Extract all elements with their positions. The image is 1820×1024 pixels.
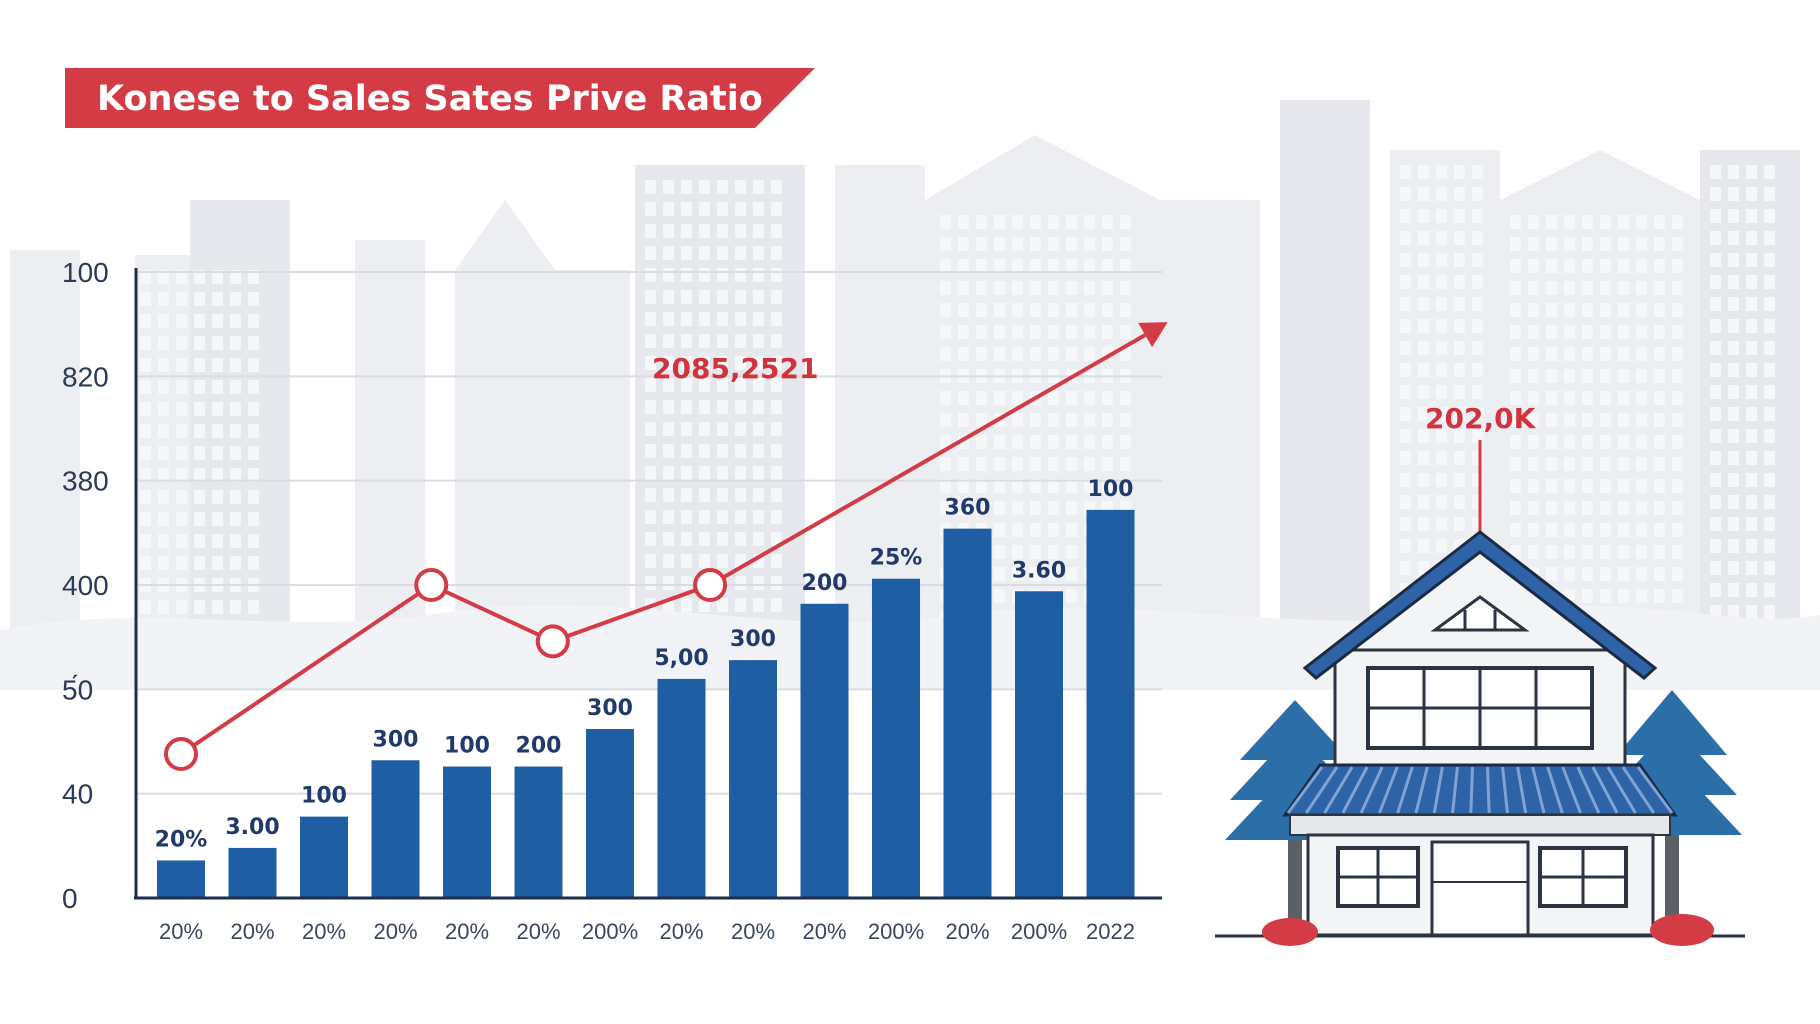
bush-right-icon: [1650, 914, 1714, 946]
x-tick-label: 20%: [302, 919, 346, 944]
chart-title: Konese to Sales Sates Prive Ratio: [97, 79, 763, 119]
data-label: 3.00: [225, 815, 279, 840]
x-tick-label: 200%: [582, 919, 638, 944]
data-label: 20%: [155, 827, 208, 852]
x-tick-label: 20%: [731, 919, 775, 944]
y-tick-label: 40: [62, 779, 93, 810]
y-tick-label: 0: [62, 883, 78, 914]
data-label: 100: [1088, 477, 1134, 502]
bar: [1015, 591, 1063, 898]
bar: [729, 660, 777, 898]
x-tick-label: 20%: [945, 919, 989, 944]
bush-left-icon: [1262, 918, 1318, 946]
data-label: 200: [802, 571, 848, 596]
bar: [157, 860, 205, 898]
bar: [943, 528, 992, 898]
bar: [371, 760, 420, 898]
y-axis-ticks: 0 40 5́0 400 380 820 100: [62, 257, 109, 914]
trend-marker: [535, 624, 570, 659]
door-icon: [1430, 840, 1530, 937]
data-label: 5,00: [654, 646, 708, 671]
title-banner: Konese to Sales Sates Prive Ratio: [65, 68, 815, 128]
bar: [1086, 509, 1135, 898]
trend-arrowhead: [1138, 322, 1168, 348]
data-label: 3.60: [1012, 558, 1066, 583]
trend-marker: [414, 568, 449, 602]
trend-marker: [164, 737, 198, 772]
bar: [443, 766, 491, 898]
y-tick-label: 820: [62, 361, 109, 392]
y-tick-label: 400: [62, 570, 109, 601]
x-axis-ticks: 20% 20% 20% 20% 20% 20% 200% 20% 20% 20% 200% 20% 20…: [159, 919, 1135, 944]
bar: [657, 678, 706, 898]
data-label: 300: [587, 696, 633, 721]
x-tick-label: 20%: [230, 919, 274, 944]
bar: [872, 578, 920, 898]
trend-line-group: 2085,2521: [164, 322, 1168, 772]
y-tick-label: 5́0: [62, 674, 93, 705]
y-tick-label: 100: [62, 257, 109, 288]
data-label: 300: [373, 727, 419, 752]
data-label: 300: [730, 627, 776, 652]
x-tick-label: 20%: [159, 919, 203, 944]
bar: [514, 766, 563, 898]
data-label: 200: [516, 734, 562, 759]
x-tick-label: 20%: [516, 919, 560, 944]
trend-marker: [693, 568, 728, 602]
data-label: 100: [301, 784, 347, 809]
bar-data-labels: 20% 3.00 100 300 100 200 300 5,00 300 200 25% 360 3.…: [155, 477, 1134, 853]
data-label: 25%: [870, 546, 923, 571]
x-tick-label: 20%: [802, 919, 846, 944]
bar-series: [157, 509, 1135, 898]
bar: [228, 847, 277, 898]
data-label: 100: [444, 734, 490, 759]
house-annotation: 202,0K: [1425, 402, 1537, 435]
x-tick-label: 20%: [445, 919, 489, 944]
x-tick-label: 200%: [868, 919, 924, 944]
data-label: 360: [945, 496, 991, 521]
y-tick-label: 380: [62, 466, 109, 497]
bar: [800, 603, 849, 898]
bar: [300, 816, 348, 898]
trend-annotation: 2085,2521: [652, 352, 819, 385]
house-illustration: 202,0K: [1215, 402, 1745, 946]
bar: [586, 728, 634, 898]
x-tick-label: 20%: [659, 919, 703, 944]
x-tick-label: 2022: [1086, 919, 1135, 944]
x-tick-label: 20%: [373, 919, 417, 944]
x-tick-label: 200%: [1011, 919, 1067, 944]
